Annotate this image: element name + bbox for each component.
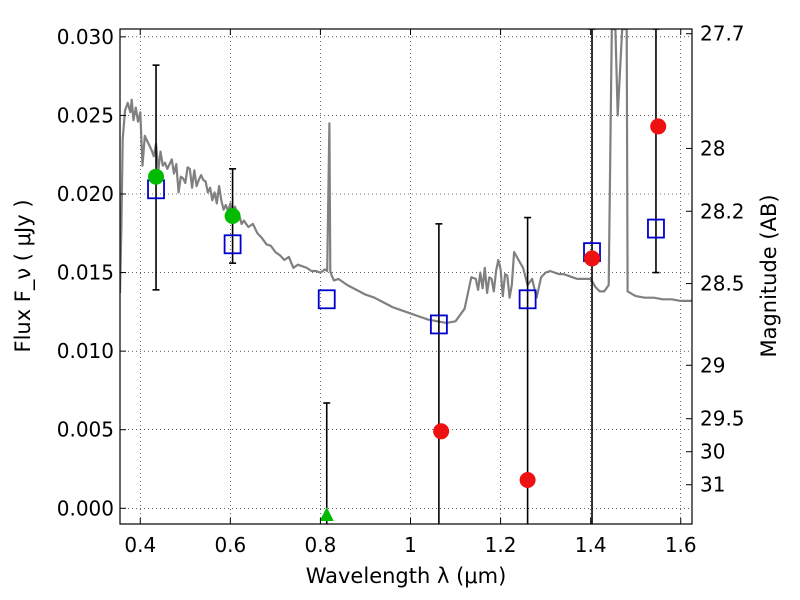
plot-frame: [119, 28, 693, 525]
x-tick-label: 1.6: [665, 533, 697, 557]
y-tick-label: 0.030: [57, 25, 114, 49]
right-tick-label: 29.5: [700, 407, 745, 431]
measured-flux-point: [650, 118, 667, 135]
x-tick-label: 0.4: [124, 533, 156, 557]
y-tick-label: 0.015: [57, 261, 114, 285]
y-tick-label: 0.005: [57, 418, 114, 442]
grid: [120, 29, 692, 524]
x-tick-label: 1.4: [575, 533, 607, 557]
y-axis-right-label: Magnitude (AB): [757, 194, 781, 357]
y-tick-label: 0.020: [57, 182, 114, 206]
x-tick-label: 0.6: [214, 533, 246, 557]
plot-background: [120, 29, 692, 524]
right-tick-label: 28: [700, 136, 725, 160]
right-tick-label: 30: [700, 440, 725, 464]
right-tick-label: 28.2: [700, 199, 745, 223]
y-tick-label: 0.000: [57, 496, 114, 520]
plot-area: [120, 29, 692, 524]
x-tick-label: 1: [404, 533, 417, 557]
model-flux-square: [223, 234, 242, 255]
x-tick-label: 0.8: [305, 533, 337, 557]
right-tick-label: 27.7: [700, 22, 745, 46]
model-flux-square: [518, 289, 537, 310]
x-tick-label: 1.2: [485, 533, 517, 557]
y-tick-label: 0.010: [57, 339, 114, 363]
model-flux-square: [429, 314, 448, 335]
ticks: 0.4 0.6 0.8 1 1.2 1.4 1.6 0.000 0.005 0.010 0.015 0…: [57, 22, 745, 557]
model-flux-square: [647, 218, 665, 239]
detected-flux-point: [148, 168, 165, 185]
y-tick-label: 0.025: [57, 103, 114, 127]
x-axis-label: Wavelength λ (μm): [306, 564, 507, 588]
measured-flux-point: [519, 472, 536, 488]
right-tick-label: 31: [700, 473, 725, 497]
upper-limit-triangle: [319, 507, 334, 521]
detected-flux-point: [224, 208, 241, 224]
right-tick-label: 28.5: [700, 272, 745, 296]
measured-flux-point: [433, 423, 450, 440]
model-flux-square: [317, 289, 336, 310]
right-tick-label: 29: [700, 353, 725, 377]
model-spectrum-line: [120, 29, 692, 324]
y-axis-left-label: Flux F_ν ( μJy ): [11, 199, 36, 352]
measured-flux-point: [584, 250, 601, 267]
